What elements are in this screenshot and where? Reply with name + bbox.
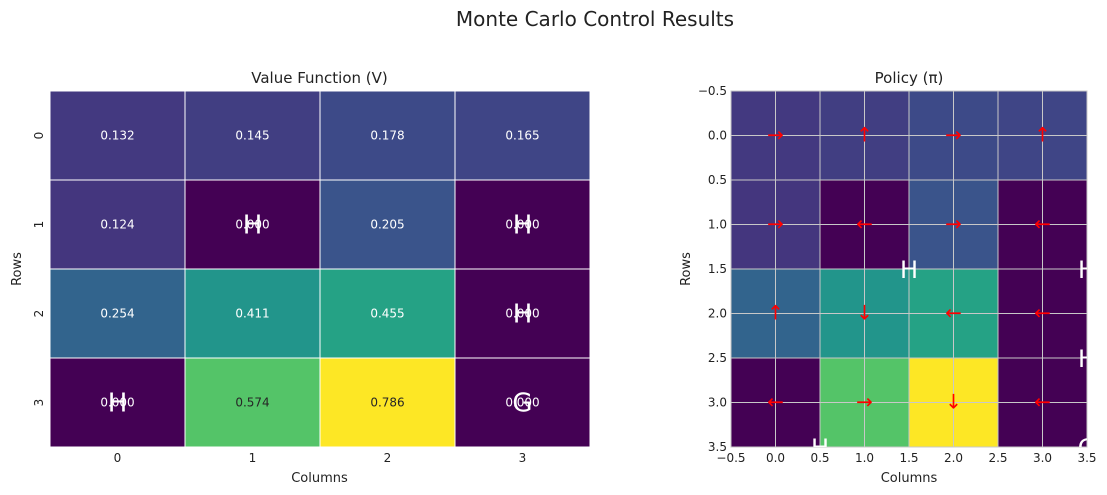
value-cell-label: 0.000 — [505, 218, 539, 232]
hole-marker: H — [1078, 256, 1096, 284]
value-cell-label: 0.254 — [100, 307, 134, 321]
policy-x-tick-label: −0.5 — [716, 451, 745, 465]
policy-heatmap: Policy (π) → ↑ → ↑ → ← → ← ↑ ↓ ← ← ← → ↓ ← H H H H G −0.5 0.… — [679, 69, 1097, 486]
policy-arrow: → — [945, 123, 962, 147]
value-x-tick-label: 3 — [519, 451, 527, 465]
policy-arrow: → — [767, 123, 784, 147]
value-heatmap-title: Value Function (V) — [251, 69, 388, 87]
value-cell-label: 0.000 — [505, 396, 539, 410]
value-x-tick-label: 2 — [384, 451, 392, 465]
hole-marker: H — [513, 211, 533, 241]
value-cell — [319, 90, 456, 181]
policy-arrow: ← — [945, 301, 962, 325]
value-cell — [319, 268, 456, 359]
value-cell — [454, 90, 591, 181]
value-cell-label: 0.000 — [505, 307, 539, 321]
policy-y-tick-label: 1.5 — [708, 262, 727, 276]
policy-x-tick-label: 2.0 — [944, 451, 963, 465]
policy-x-tick-label: 0.5 — [810, 451, 829, 465]
policy-x-tick-label: 1.0 — [855, 451, 874, 465]
policy-y-tick-label: 3.0 — [708, 396, 727, 410]
value-y-tick-label: 3 — [32, 399, 46, 407]
hole-marker: H — [243, 211, 263, 241]
value-cell — [319, 357, 456, 448]
value-y-tick-label: 2 — [32, 310, 46, 318]
hole-marker: H — [1078, 345, 1096, 373]
policy-arrow: ↑ — [767, 301, 784, 325]
value-function-heatmap: Value Function (V) 0.132 0.145 0.178 0.165 0… — [10, 69, 591, 486]
value-cell-label: 0.145 — [235, 129, 269, 143]
policy-arrow: ← — [1034, 301, 1051, 325]
policy-arrow: ↓ — [856, 301, 873, 325]
value-cell — [184, 357, 321, 448]
policy-heatmap-ylabel: Rows — [679, 252, 694, 286]
policy-arrow: → — [945, 212, 962, 236]
value-cell — [49, 179, 186, 270]
hole-marker: H — [513, 300, 533, 330]
value-cell — [454, 179, 591, 270]
hole-marker: H — [900, 256, 918, 284]
value-cell — [49, 268, 186, 359]
value-cell-label: 0.132 — [100, 129, 134, 143]
value-cell-label: 0.000 — [235, 218, 269, 232]
goal-marker: G — [512, 389, 532, 419]
policy-y-tick-label: 2.5 — [708, 351, 727, 365]
value-cell — [454, 268, 591, 359]
value-cell — [184, 268, 321, 359]
value-cell-label: 0.178 — [370, 129, 404, 143]
value-heatmap-ylabel: Rows — [10, 252, 25, 286]
value-cell-label: 0.205 — [370, 218, 404, 232]
value-cell-label: 0.455 — [370, 307, 404, 321]
value-cell — [319, 179, 456, 270]
hole-marker: H — [108, 389, 128, 419]
policy-x-tick-label: 3.5 — [1077, 451, 1096, 465]
value-y-tick-label: 1 — [32, 221, 46, 229]
value-cell-label: 0.000 — [100, 396, 134, 410]
policy-y-tick-label: 0.0 — [708, 129, 727, 143]
policy-y-tick-label: 3.5 — [708, 440, 727, 454]
value-cell — [184, 90, 321, 181]
hole-marker: H — [811, 434, 829, 462]
policy-heatmap-xlabel: Columns — [881, 471, 938, 486]
figure-title: Monte Carlo Control Results — [456, 7, 734, 31]
policy-x-tick-label: 2.5 — [988, 451, 1007, 465]
policy-arrow: ↑ — [1034, 123, 1051, 147]
policy-y-tick-label: 2.0 — [708, 307, 727, 321]
value-cell-label: 0.786 — [370, 396, 404, 410]
policy-arrow: → — [856, 390, 873, 414]
value-cell — [184, 179, 321, 270]
value-cell-label: 0.124 — [100, 218, 134, 232]
value-cell — [454, 357, 591, 448]
policy-arrow: ← — [767, 390, 784, 414]
goal-marker: G — [1078, 434, 1097, 462]
policy-x-tick-label: 1.5 — [899, 451, 918, 465]
value-cell-label: 0.574 — [235, 396, 269, 410]
policy-y-tick-label: −0.5 — [698, 84, 727, 98]
value-cell — [49, 90, 186, 181]
value-cell-label: 0.411 — [235, 307, 269, 321]
policy-x-tick-label: 3.0 — [1033, 451, 1052, 465]
value-x-tick-label: 0 — [114, 451, 122, 465]
policy-x-tick-label: 0.0 — [766, 451, 785, 465]
value-cell-label: 0.165 — [505, 129, 539, 143]
policy-arrow: ← — [1034, 390, 1051, 414]
policy-y-tick-label: 0.5 — [708, 173, 727, 187]
policy-arrow: ← — [1034, 212, 1051, 236]
policy-arrow: ← — [856, 212, 873, 236]
policy-plot-frame — [730, 90, 1088, 448]
value-cell — [49, 357, 186, 448]
policy-y-tick-label: 1.0 — [708, 218, 727, 232]
value-y-tick-label: 0 — [32, 132, 46, 140]
policy-arrow: ↓ — [945, 390, 962, 414]
policy-heatmap-title: Policy (π) — [875, 69, 944, 87]
policy-arrow: → — [767, 212, 784, 236]
policy-arrow: ↑ — [856, 123, 873, 147]
value-x-tick-label: 1 — [249, 451, 257, 465]
value-heatmap-xlabel: Columns — [291, 471, 348, 486]
